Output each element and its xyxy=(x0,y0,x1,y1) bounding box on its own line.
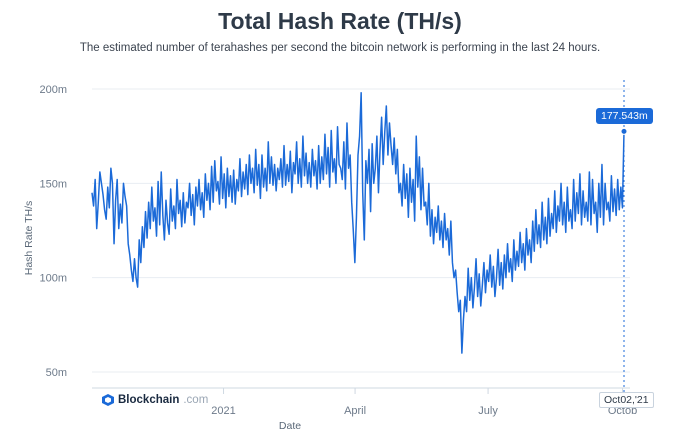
brand-logo: Blockchain .com xyxy=(102,394,208,406)
page-title: Total Hash Rate (TH/s) xyxy=(218,8,462,34)
y-axis-label: Hash Rate TH/s xyxy=(23,201,35,276)
x-axis-ticks: 2021 April July Octob xyxy=(211,388,637,417)
y-tick-label: 150m xyxy=(39,178,67,190)
highlight-point[interactable] xyxy=(620,127,628,135)
x-tick-label: April xyxy=(344,405,366,417)
x-tick-label: Octob xyxy=(608,405,637,417)
date-tooltip: Oct02,'21 xyxy=(599,392,654,408)
value-tooltip: 177.543m xyxy=(596,108,653,124)
y-axis-ticks: 50m 100m 150m 200m xyxy=(39,84,67,379)
x-axis-label: Date xyxy=(279,420,301,432)
blockchain-logo-icon xyxy=(102,394,114,406)
y-tick-label: 200m xyxy=(39,84,67,96)
x-tick-label: July xyxy=(478,405,498,417)
y-tick-label: 100m xyxy=(39,273,67,285)
page-subtitle: The estimated number of terahashes per s… xyxy=(79,42,601,54)
series-line-hash-rate[interactable] xyxy=(91,92,625,354)
brand-name: Blockchain xyxy=(118,394,180,406)
brand-tld: .com xyxy=(183,394,209,406)
y-tick-label: 50m xyxy=(46,367,67,379)
grid-lines xyxy=(92,88,630,373)
x-tick-label: 2021 xyxy=(211,405,235,417)
